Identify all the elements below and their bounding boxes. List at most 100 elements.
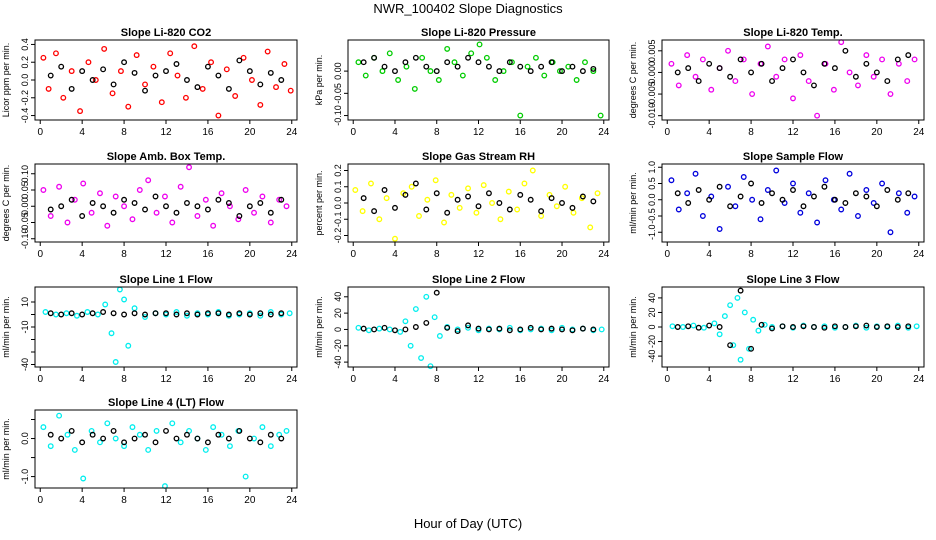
data-point-hourly xyxy=(727,73,734,80)
y-tick-label: 0.0 xyxy=(647,193,657,206)
data-point-slopes xyxy=(692,170,699,177)
data-point-slopes xyxy=(781,56,788,63)
data-point-hourly xyxy=(905,323,912,330)
data-point-slopes xyxy=(235,216,242,223)
data-point-hourly xyxy=(444,324,451,331)
x-tick-label: 16 xyxy=(829,127,841,138)
data-point-hourly xyxy=(173,209,180,216)
data-point-hourly xyxy=(184,200,190,206)
data-point-slopes xyxy=(411,85,418,92)
data-point-slopes xyxy=(424,196,431,203)
data-point-hourly xyxy=(894,196,901,203)
data-point-slopes xyxy=(879,180,886,187)
data-point-hourly xyxy=(884,187,891,193)
data-point-slopes xyxy=(177,183,184,190)
data-point-hourly xyxy=(121,439,128,446)
data-point-slopes xyxy=(913,323,920,330)
data-point-hourly xyxy=(894,324,901,330)
y-tick-label: -0.1 xyxy=(333,211,343,227)
data-point-hourly xyxy=(559,200,565,206)
data-point-hourly xyxy=(538,208,545,215)
data-point-slopes xyxy=(226,443,233,450)
data-point-slopes xyxy=(797,52,804,59)
data-point-hourly xyxy=(267,431,274,438)
data-point-slopes xyxy=(173,309,180,315)
data-point-hourly xyxy=(215,72,222,79)
data-point-hourly xyxy=(225,200,232,206)
data-point-hourly xyxy=(685,65,692,72)
data-point-slopes xyxy=(436,333,443,339)
plot-frame xyxy=(661,39,925,121)
data-point-slopes xyxy=(870,73,877,80)
data-point-slopes xyxy=(232,93,239,99)
data-point-slopes xyxy=(210,424,217,431)
y-axis-label: Licor ppm per min. xyxy=(1,43,11,118)
data-point-hourly xyxy=(863,193,870,200)
data-point-slopes xyxy=(53,50,59,57)
data-point-slopes xyxy=(459,72,466,79)
data-point-hourly xyxy=(527,68,534,75)
data-point-slopes xyxy=(737,356,744,363)
y-tick-label: 20 xyxy=(333,308,343,318)
data-point-slopes xyxy=(150,63,157,70)
data-point-slopes xyxy=(202,447,209,453)
data-point-hourly xyxy=(163,68,169,75)
x-tick-label: 4 xyxy=(392,127,398,138)
data-point-hourly xyxy=(842,324,849,330)
data-point-hourly xyxy=(852,73,859,80)
panel-title: Slope Amb. Box Temp. xyxy=(107,151,226,163)
data-point-slopes xyxy=(186,164,193,171)
data-point-slopes xyxy=(240,54,247,61)
data-point-slopes xyxy=(741,309,748,316)
data-point-slopes xyxy=(259,424,266,431)
x-tick-label: 24 xyxy=(286,495,298,506)
data-point-hourly xyxy=(412,54,419,61)
data-point-slopes xyxy=(104,420,111,427)
data-point-hourly xyxy=(674,69,681,76)
data-point-slopes xyxy=(797,209,804,216)
data-point-hourly xyxy=(590,65,597,72)
data-point-slopes xyxy=(432,177,439,184)
x-tick-label: 24 xyxy=(598,374,610,385)
data-point-slopes xyxy=(112,193,119,200)
data-point-hourly xyxy=(371,208,378,215)
data-point-slopes xyxy=(125,103,132,110)
x-tick-label: 8 xyxy=(121,495,127,506)
data-point-hourly xyxy=(454,63,461,70)
data-point-slopes xyxy=(846,170,853,177)
data-point-hourly xyxy=(142,431,148,438)
data-point-hourly xyxy=(569,63,576,70)
data-point-hourly xyxy=(204,63,211,70)
data-point-slopes xyxy=(88,209,95,216)
data-point-slopes xyxy=(879,56,886,63)
data-point-slopes xyxy=(734,294,741,301)
x-tick-label: 24 xyxy=(913,249,925,260)
data-point-slopes xyxy=(764,43,771,50)
data-point-slopes xyxy=(412,306,419,312)
data-point-hourly xyxy=(852,323,859,330)
data-point-hourly xyxy=(68,427,75,434)
x-tick-label: 8 xyxy=(121,127,127,138)
data-point-slopes xyxy=(276,196,283,203)
x-tick-label: 24 xyxy=(913,127,925,138)
x-tick-label: 4 xyxy=(706,249,712,260)
data-point-hourly xyxy=(79,439,86,446)
data-point-hourly xyxy=(485,190,492,197)
data-point-hourly xyxy=(68,196,75,203)
data-point-slopes xyxy=(465,185,472,192)
y-tick-label: -0.005 xyxy=(647,81,657,107)
data-point-slopes xyxy=(158,99,165,106)
data-point-slopes xyxy=(480,182,487,189)
data-point-slopes xyxy=(870,200,877,206)
data-point-hourly xyxy=(579,193,586,200)
data-point-hourly xyxy=(465,322,472,329)
data-point-slopes xyxy=(101,45,108,52)
data-point-slopes xyxy=(805,190,812,197)
x-tick-label: 12 xyxy=(160,374,172,385)
data-point-slopes xyxy=(587,224,594,231)
y-tick-label: 20 xyxy=(647,307,657,317)
data-point-hourly xyxy=(538,326,545,333)
data-point-hourly xyxy=(257,439,264,446)
